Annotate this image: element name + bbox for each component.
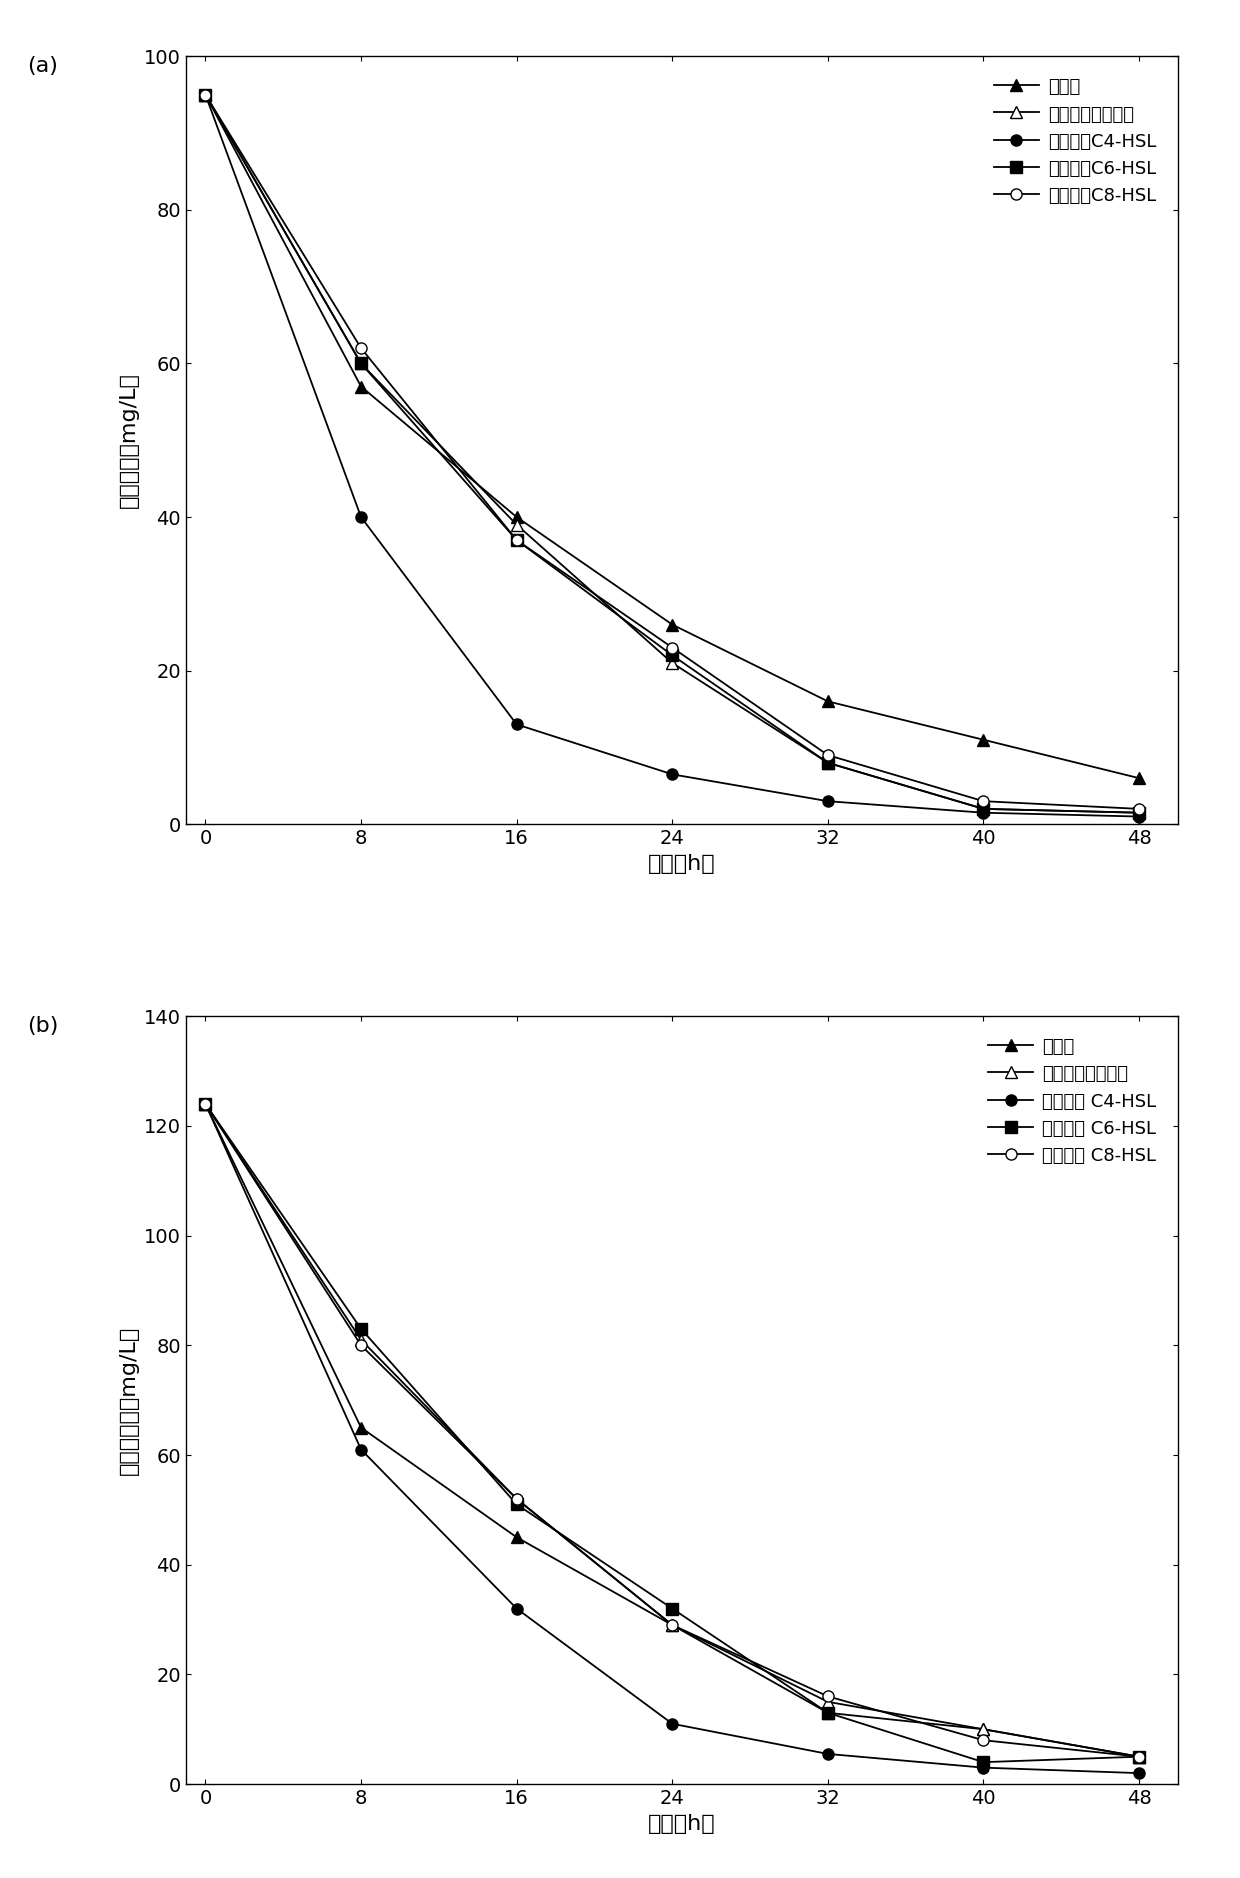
未包埋 — [510, 1527, 525, 1549]
未包埋 — [353, 376, 368, 398]
包埋投加C6-HSL — [1132, 802, 1147, 824]
包埋未加信号分子 — [665, 1613, 680, 1636]
包埋投加 C4-HSL — [510, 1598, 525, 1621]
包埋投加 C6-HSL — [665, 1598, 680, 1621]
包埋投加 C4-HSL — [1132, 1762, 1147, 1784]
包埋投加C4-HSL — [976, 802, 991, 824]
Line: 包埋投加C4-HSL: 包埋投加C4-HSL — [200, 88, 1145, 823]
包埋未加信号分子 — [1132, 1745, 1147, 1767]
Legend: 未包埋, 包埋未加信号分子, 包埋投加 C4-HSL, 包埋投加 C6-HSL, 包埋投加 C8-HSL: 未包埋, 包埋未加信号分子, 包埋投加 C4-HSL, 包埋投加 C6-HSL,… — [981, 1031, 1163, 1172]
包埋投加C6-HSL — [665, 644, 680, 667]
未包埋 — [198, 1093, 213, 1116]
包埋投加 C8-HSL — [1132, 1745, 1147, 1767]
包埋投加C4-HSL — [665, 762, 680, 785]
包埋未加信号分子 — [510, 1487, 525, 1510]
Line: 未包埋: 未包埋 — [200, 1099, 1145, 1762]
未包埋 — [665, 1613, 680, 1636]
包埋投加 C8-HSL — [976, 1730, 991, 1752]
Y-axis label: 亚硝氮浓度（mg/L）: 亚硝氮浓度（mg/L） — [119, 1326, 139, 1474]
包埋投加C6-HSL — [821, 751, 836, 774]
Line: 包埋投加 C8-HSL: 包埋投加 C8-HSL — [200, 1099, 1145, 1762]
包埋投加 C8-HSL — [821, 1685, 836, 1707]
包埋投加 C6-HSL — [198, 1093, 213, 1116]
包埋投加C6-HSL — [353, 353, 368, 376]
包埋投加 C6-HSL — [821, 1701, 836, 1724]
包埋投加C4-HSL — [510, 714, 525, 736]
包埋投加C8-HSL — [353, 336, 368, 359]
包埋未加信号分子 — [353, 1328, 368, 1350]
包埋投加 C6-HSL — [1132, 1745, 1147, 1767]
Line: 包埋投加 C6-HSL: 包埋投加 C6-HSL — [200, 1099, 1145, 1767]
包埋投加C4-HSL — [353, 505, 368, 528]
未包埋 — [821, 689, 836, 712]
Text: (a): (a) — [27, 56, 58, 77]
未包埋 — [198, 83, 213, 105]
包埋投加C4-HSL — [198, 83, 213, 105]
Line: 包埋未加信号分子: 包埋未加信号分子 — [200, 88, 1145, 819]
包埋未加信号分子 — [976, 1718, 991, 1741]
包埋投加C6-HSL — [510, 530, 525, 552]
未包埋 — [1132, 766, 1147, 789]
包埋投加C4-HSL — [821, 791, 836, 813]
包埋投加 C6-HSL — [976, 1750, 991, 1773]
未包埋 — [976, 729, 991, 751]
未包埋 — [1132, 1745, 1147, 1767]
包埋投加C8-HSL — [821, 744, 836, 766]
包埋投加 C6-HSL — [510, 1493, 525, 1516]
包埋投加 C4-HSL — [198, 1093, 213, 1116]
未包埋 — [353, 1416, 368, 1439]
Legend: 未包埋, 包埋未加信号分子, 包埋投加C4-HSL, 包埋投加C6-HSL, 包埋投加C8-HSL: 未包埋, 包埋未加信号分子, 包埋投加C4-HSL, 包埋投加C6-HSL, 包… — [987, 71, 1163, 212]
包埋投加 C8-HSL — [353, 1333, 368, 1356]
Line: 包埋投加C8-HSL: 包埋投加C8-HSL — [200, 88, 1145, 815]
未包埋 — [821, 1701, 836, 1724]
X-axis label: 时间（h）: 时间（h） — [649, 1814, 715, 1833]
包埋投加C6-HSL — [198, 83, 213, 105]
包埋投加C8-HSL — [665, 637, 680, 659]
Line: 未包埋: 未包埋 — [200, 88, 1145, 783]
Line: 包埋投加C6-HSL: 包埋投加C6-HSL — [200, 88, 1145, 819]
包埋投加 C4-HSL — [353, 1439, 368, 1461]
未包埋 — [510, 505, 525, 528]
X-axis label: 时间（h）: 时间（h） — [649, 854, 715, 873]
Text: (b): (b) — [27, 1016, 58, 1037]
包埋未加信号分子 — [353, 353, 368, 376]
包埋投加C8-HSL — [976, 791, 991, 813]
包埋未加信号分子 — [198, 1093, 213, 1116]
包埋投加C6-HSL — [976, 798, 991, 821]
未包埋 — [976, 1718, 991, 1741]
包埋投加 C8-HSL — [198, 1093, 213, 1116]
包埋未加信号分子 — [976, 798, 991, 821]
包埋未加信号分子 — [821, 1690, 836, 1713]
包埋投加 C4-HSL — [821, 1743, 836, 1765]
未包埋 — [665, 614, 680, 637]
包埋投加 C8-HSL — [510, 1487, 525, 1510]
包埋投加 C4-HSL — [976, 1756, 991, 1778]
包埋未加信号分子 — [665, 652, 680, 674]
包埋投加C8-HSL — [198, 83, 213, 105]
包埋未加信号分子 — [821, 751, 836, 774]
Line: 包埋投加 C4-HSL: 包埋投加 C4-HSL — [200, 1099, 1145, 1778]
包埋未加信号分子 — [198, 83, 213, 105]
包埋未加信号分子 — [1132, 802, 1147, 824]
包埋投加C8-HSL — [1132, 798, 1147, 821]
包埋投加C4-HSL — [1132, 806, 1147, 828]
包埋未加信号分子 — [510, 513, 525, 535]
Line: 包埋未加信号分子: 包埋未加信号分子 — [200, 1099, 1145, 1762]
Y-axis label: 氨氮浓度（mg/L）: 氨氮浓度（mg/L） — [119, 372, 139, 509]
包埋投加 C4-HSL — [665, 1713, 680, 1735]
包埋投加 C8-HSL — [665, 1613, 680, 1636]
包埋投加C8-HSL — [510, 530, 525, 552]
包埋投加 C6-HSL — [353, 1318, 368, 1341]
